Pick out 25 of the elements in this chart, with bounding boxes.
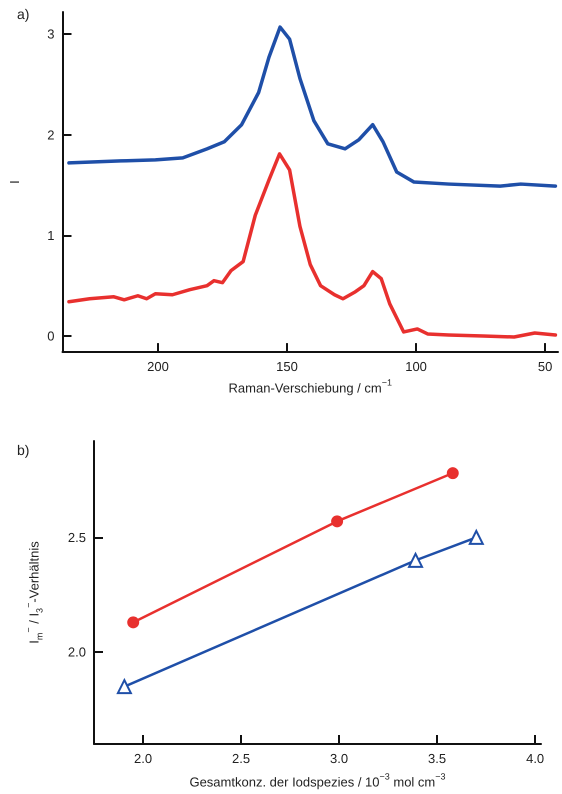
y-tick-label: 3	[47, 26, 54, 42]
point	[408, 552, 424, 568]
line-series	[67, 25, 558, 188]
y-axis-title: I	[7, 180, 22, 184]
y-tick-label: 2	[47, 127, 54, 142]
y-axis-title: Im− / I3−-Verhältnis	[24, 540, 44, 644]
x-tick-label: 2.0	[134, 751, 152, 766]
y-tick-label: 0	[47, 328, 54, 344]
line-series	[67, 152, 558, 339]
x-tick-label: 2.5	[232, 751, 250, 766]
chart-title: a)	[17, 6, 30, 22]
x-tick-label: 3.0	[330, 751, 348, 766]
x-tick-label: 50	[538, 359, 552, 374]
x-tick-label: 150	[276, 359, 298, 374]
point	[331, 515, 344, 528]
point	[446, 467, 459, 480]
x-tick-label: 200	[147, 359, 169, 374]
point	[116, 679, 132, 694]
chart-title: b)	[17, 442, 30, 458]
x-tick-label: 3.5	[428, 751, 446, 766]
x-tick-label: 4.0	[526, 751, 544, 766]
point	[127, 616, 140, 628]
x-tick-label: 100	[405, 359, 427, 374]
point	[468, 530, 484, 545]
y-tick-label: 1	[47, 228, 54, 243]
